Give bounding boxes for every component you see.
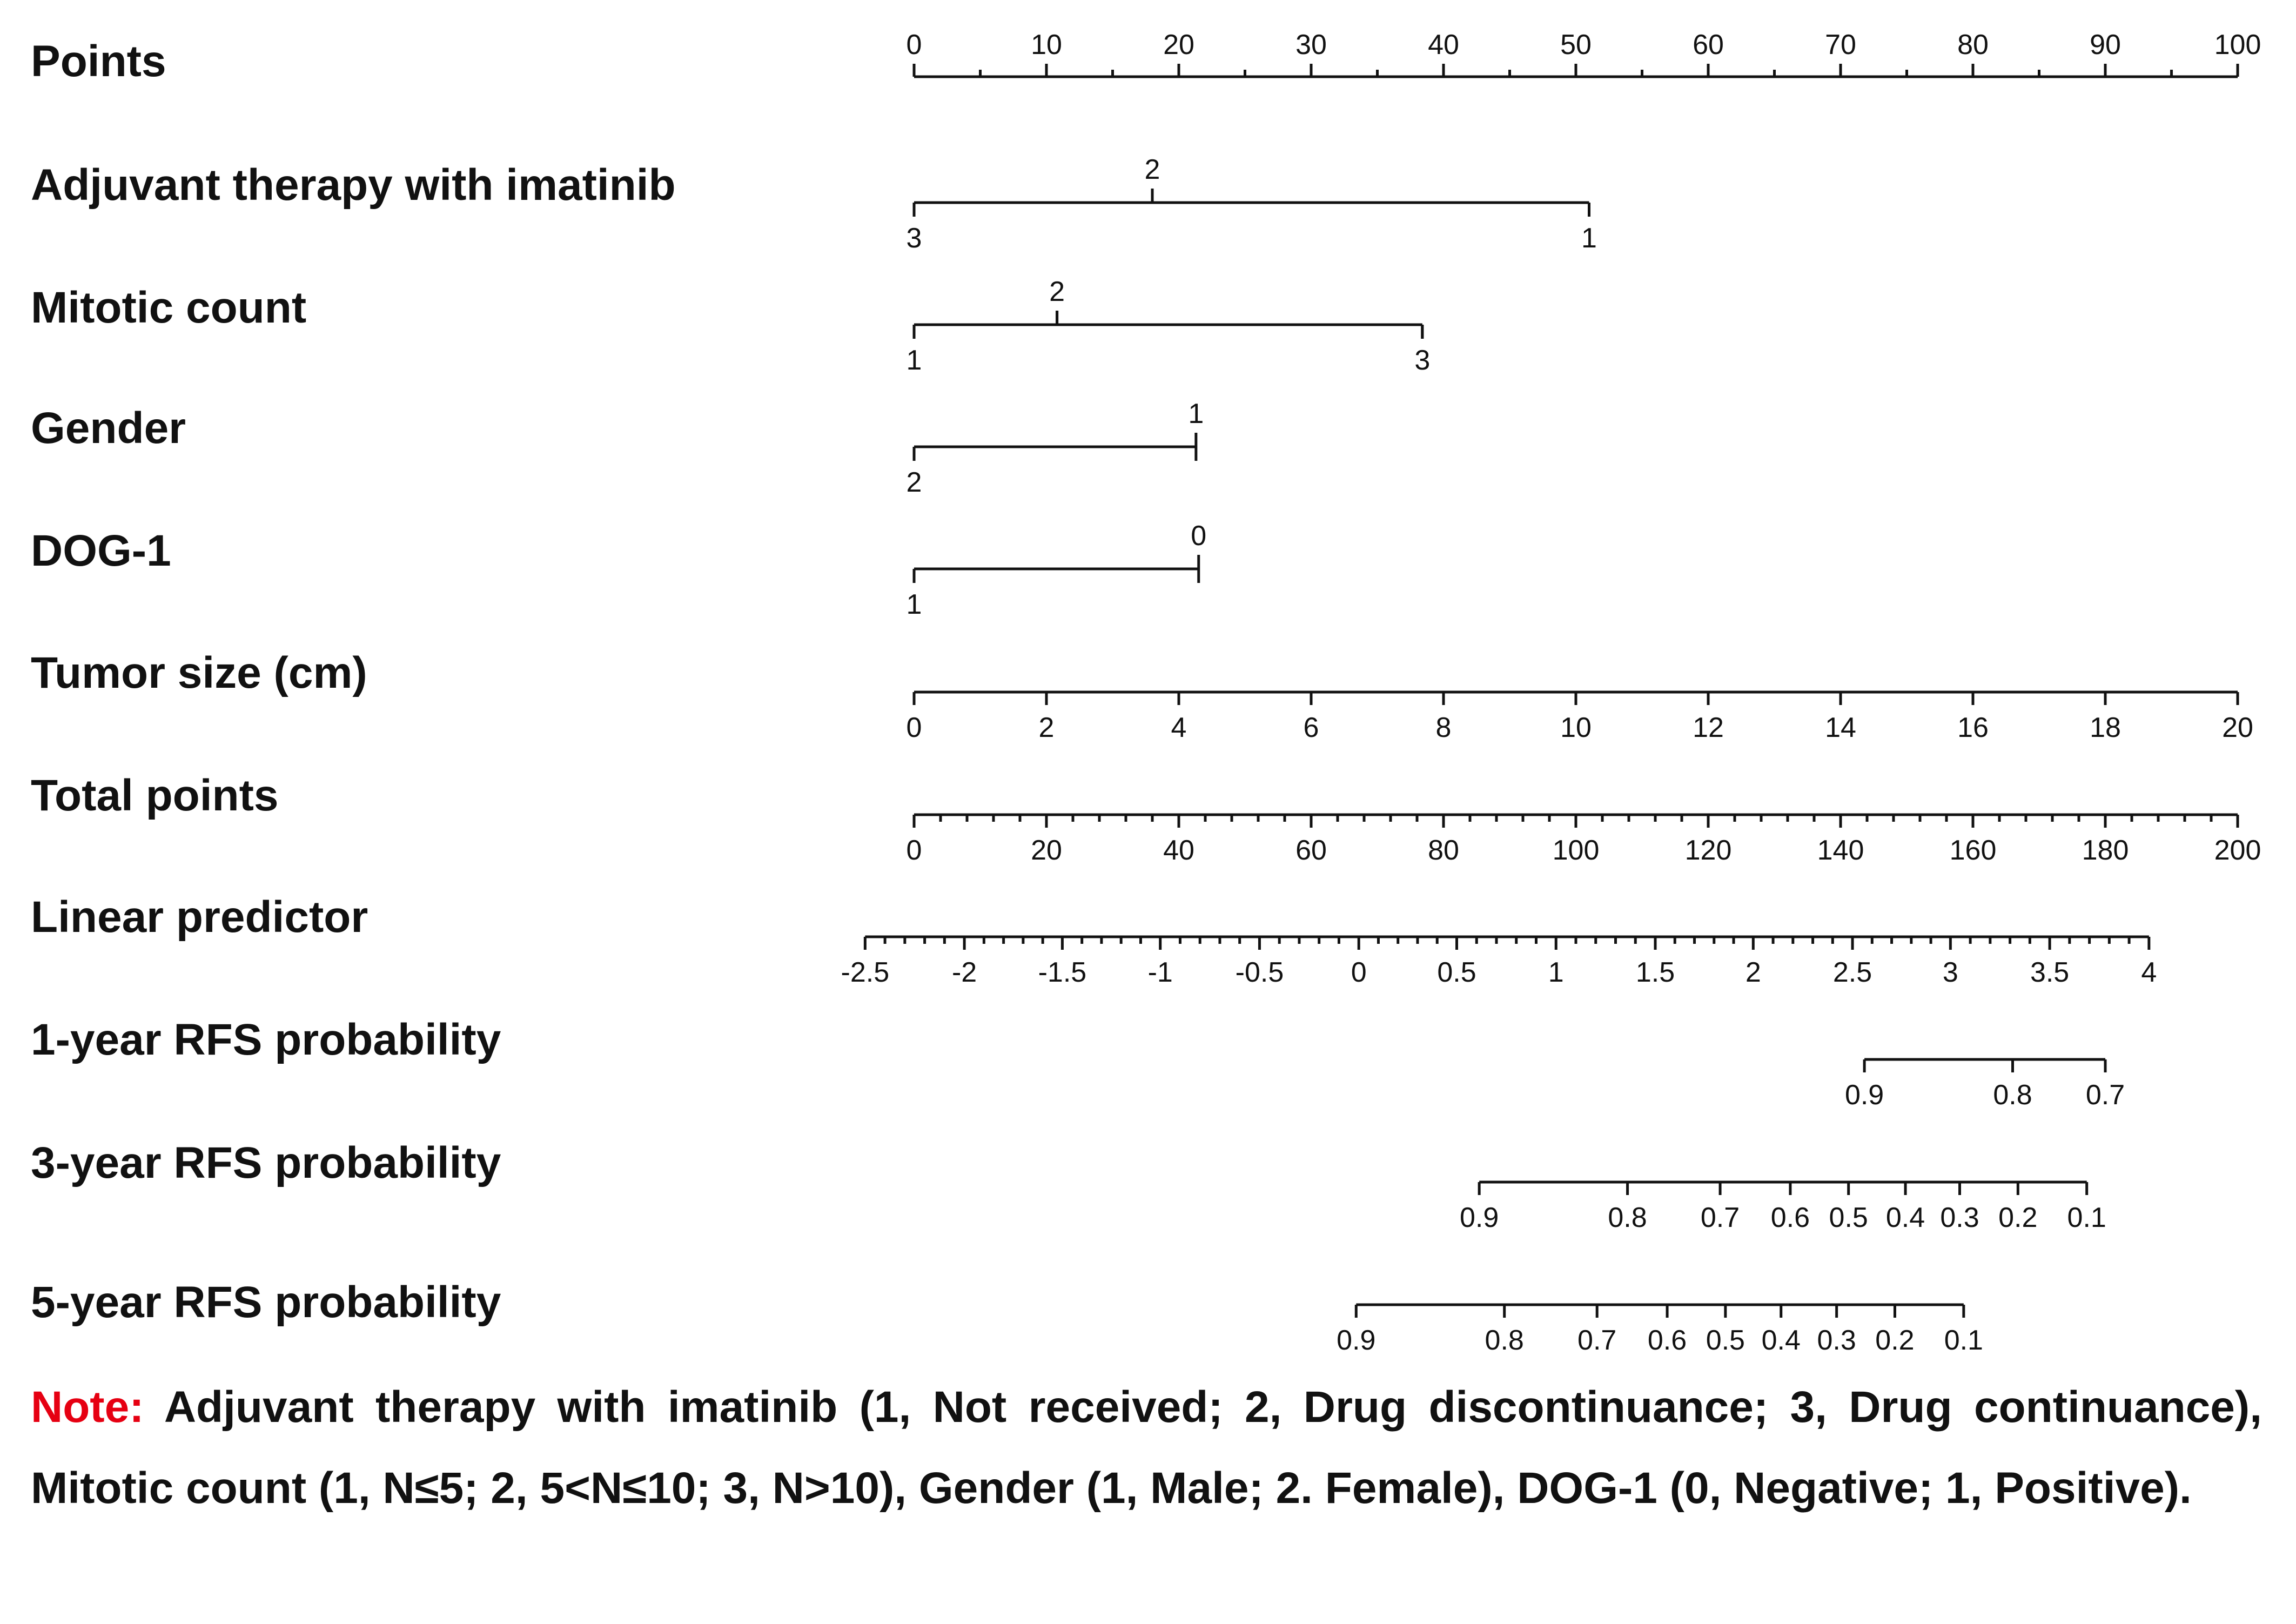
3-year-rfs-probability-tick-label: 0.2 — [1998, 1202, 2037, 1233]
points-tick-label: 30 — [1295, 29, 1327, 61]
tumor-size-cm-tick-label: 12 — [1693, 712, 1724, 743]
tumor-size-cm-tick-label: 6 — [1304, 712, 1319, 743]
points-tick-label: 60 — [1693, 29, 1724, 61]
3-year-rfs-probability-tick-label: 0.8 — [1608, 1202, 1647, 1233]
total-points-tick-label: 140 — [1817, 835, 1864, 866]
note-label: Note: — [31, 1383, 144, 1432]
total-points-tick-label: 40 — [1163, 835, 1194, 866]
tumor-size-cm-row-label: Tumor size (cm) — [31, 648, 367, 697]
total-points-tick-label: 200 — [2214, 835, 2261, 866]
linear-predictor-tick-label: -2.5 — [841, 957, 890, 988]
3-year-rfs-probability-tick-label: 0.4 — [1886, 1202, 1925, 1233]
tumor-size-cm-tick-label: 16 — [1957, 712, 1989, 743]
points-row-label: Points — [31, 37, 166, 86]
tumor-size-cm-tick-label: 10 — [1560, 712, 1592, 743]
tumor-size-cm-tick-label: 2 — [1039, 712, 1055, 743]
tumor-size-cm-tick-label: 20 — [2222, 712, 2253, 743]
dog-1-level-label: 0 — [1191, 520, 1206, 552]
total-points-tick-label: 80 — [1428, 835, 1459, 866]
3-year-rfs-probability-tick-label: 0.7 — [1701, 1202, 1740, 1233]
linear-predictor-tick-label: 3.5 — [2030, 957, 2069, 988]
3-year-rfs-probability-tick-label: 0.5 — [1829, 1202, 1868, 1233]
5-year-rfs-probability-tick-label: 0.2 — [1875, 1325, 1914, 1356]
total-points-tick-label: 100 — [1553, 835, 1600, 866]
1-year-rfs-probability-tick-label: 0.8 — [1993, 1079, 2032, 1111]
total-points-tick-label: 180 — [2082, 835, 2129, 866]
5-year-rfs-probability-tick-label: 0.3 — [1817, 1325, 1856, 1356]
total-points-tick-label: 160 — [1950, 835, 1997, 866]
linear-predictor-tick-label: 3 — [1943, 957, 1958, 988]
points-tick-label: 100 — [2214, 29, 2261, 61]
points-tick-label: 0 — [907, 29, 922, 61]
adjuvant-therapy-with-imatinib-level-label: 2 — [1145, 154, 1160, 185]
tumor-size-cm-tick-label: 14 — [1825, 712, 1856, 743]
gender-level-label: 1 — [1188, 398, 1204, 430]
3-year-rfs-probability-tick-label: 0.1 — [2067, 1202, 2106, 1233]
gender-row-label: Gender — [31, 404, 186, 453]
points-tick-label: 20 — [1163, 29, 1194, 61]
linear-predictor-tick-label: 0 — [1351, 957, 1367, 988]
points-tick-label: 50 — [1560, 29, 1592, 61]
linear-predictor-tick-label: -1.5 — [1038, 957, 1087, 988]
mitotic-count-level-label: 2 — [1049, 276, 1065, 307]
note-paragraph: Note: Adjuvant therapy with imatinib (1,… — [31, 1367, 2262, 1529]
1-year-rfs-probability-row-label: 1-year RFS probability — [31, 1015, 501, 1064]
points-tick-label: 70 — [1825, 29, 1856, 61]
linear-predictor-tick-label: 4 — [2141, 957, 2157, 988]
points-tick-label: 90 — [2090, 29, 2121, 61]
linear-predictor-tick-label: 1 — [1548, 957, 1564, 988]
mitotic-count-row-label: Mitotic count — [31, 283, 306, 332]
5-year-rfs-probability-tick-label: 0.9 — [1337, 1325, 1375, 1356]
linear-predictor-tick-label: -1 — [1148, 957, 1173, 988]
points-tick-label: 80 — [1957, 29, 1989, 61]
linear-predictor-tick-label: 1.5 — [1636, 957, 1675, 988]
1-year-rfs-probability-tick-label: 0.9 — [1845, 1079, 1884, 1111]
5-year-rfs-probability-tick-label: 0.7 — [1577, 1325, 1616, 1356]
3-year-rfs-probability-tick-label: 0.3 — [1940, 1202, 1979, 1233]
tumor-size-cm-tick-label: 4 — [1171, 712, 1187, 743]
total-points-tick-label: 60 — [1295, 835, 1327, 866]
linear-predictor-tick-label: 0.5 — [1437, 957, 1476, 988]
5-year-rfs-probability-tick-label: 0.8 — [1485, 1325, 1524, 1356]
linear-predictor-tick-label: 2.5 — [1833, 957, 1872, 988]
5-year-rfs-probability-tick-label: 0.6 — [1648, 1325, 1687, 1356]
mitotic-count-level-label: 1 — [907, 345, 922, 376]
total-points-tick-label: 0 — [907, 835, 922, 866]
gender-level-label: 2 — [907, 467, 922, 498]
5-year-rfs-probability-row-label: 5-year RFS probability — [31, 1278, 501, 1327]
total-points-tick-label: 120 — [1685, 835, 1732, 866]
linear-predictor-tick-label: -2 — [952, 957, 977, 988]
note-text: Adjuvant therapy with imatinib (1, Not r… — [31, 1383, 2262, 1513]
dog-1-level-label: 1 — [907, 589, 922, 620]
adjuvant-therapy-with-imatinib-level-label: 1 — [1581, 223, 1597, 254]
total-points-tick-label: 20 — [1031, 835, 1062, 866]
mitotic-count-level-label: 3 — [1414, 345, 1430, 376]
tumor-size-cm-tick-label: 8 — [1436, 712, 1452, 743]
dog-1-row-label: DOG-1 — [31, 526, 171, 575]
5-year-rfs-probability-tick-label: 0.5 — [1706, 1325, 1745, 1356]
tumor-size-cm-tick-label: 18 — [2090, 712, 2121, 743]
tumor-size-cm-tick-label: 0 — [907, 712, 922, 743]
points-tick-label: 10 — [1031, 29, 1062, 61]
points-tick-label: 40 — [1428, 29, 1459, 61]
5-year-rfs-probability-tick-label: 0.4 — [1762, 1325, 1801, 1356]
total-points-row-label: Total points — [31, 771, 279, 820]
adjuvant-therapy-with-imatinib-level-label: 3 — [907, 223, 922, 254]
linear-predictor-tick-label: 2 — [1746, 957, 1761, 988]
5-year-rfs-probability-tick-label: 0.1 — [1944, 1325, 1983, 1356]
3-year-rfs-probability-tick-label: 0.6 — [1771, 1202, 1810, 1233]
3-year-rfs-probability-row-label: 3-year RFS probability — [31, 1138, 501, 1187]
3-year-rfs-probability-tick-label: 0.9 — [1460, 1202, 1499, 1233]
1-year-rfs-probability-tick-label: 0.7 — [2086, 1079, 2125, 1111]
linear-predictor-row-label: Linear predictor — [31, 892, 368, 942]
linear-predictor-tick-label: -0.5 — [1236, 957, 1284, 988]
adjuvant-therapy-with-imatinib-row-label: Adjuvant therapy with imatinib — [31, 160, 676, 210]
